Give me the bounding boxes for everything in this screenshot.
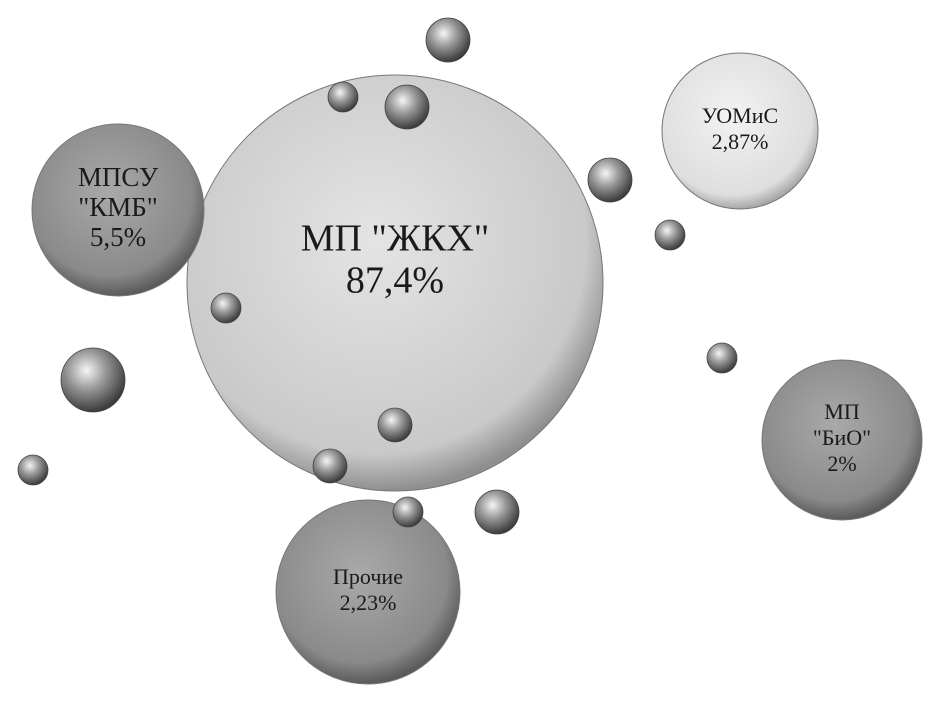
- bubble: [186, 74, 604, 492]
- droplet: [60, 347, 126, 413]
- bubble-value: 2%: [827, 451, 856, 476]
- bubble-value: 87,4%: [346, 260, 444, 302]
- bubble-value: 5,5%: [90, 222, 146, 252]
- droplet: [474, 489, 520, 535]
- droplet: [587, 157, 633, 203]
- bubble-value: 2,23%: [340, 590, 397, 615]
- bubble: [661, 52, 819, 210]
- droplet: [706, 342, 738, 374]
- bubble: [31, 123, 205, 297]
- bubble-label: УОМиС: [702, 103, 778, 128]
- bubble-label: МПСУ: [78, 162, 159, 192]
- bubble-label: МП "ЖКХ": [301, 218, 490, 260]
- bubble: [761, 359, 923, 521]
- bubble: [275, 499, 461, 685]
- droplet: [327, 81, 359, 113]
- droplet: [384, 84, 430, 130]
- bubble-label: "КМБ": [78, 192, 158, 222]
- droplet: [17, 454, 49, 486]
- droplet: [392, 496, 424, 528]
- bubble-label: МП: [824, 399, 860, 424]
- droplet: [312, 448, 348, 484]
- droplet: [377, 407, 413, 443]
- droplet: [210, 292, 242, 324]
- droplet: [654, 219, 686, 251]
- bubble-label: "БиО": [813, 425, 871, 450]
- bubble-label: Прочие: [333, 564, 403, 589]
- bubble-value: 2,87%: [712, 129, 769, 154]
- droplet: [425, 17, 471, 63]
